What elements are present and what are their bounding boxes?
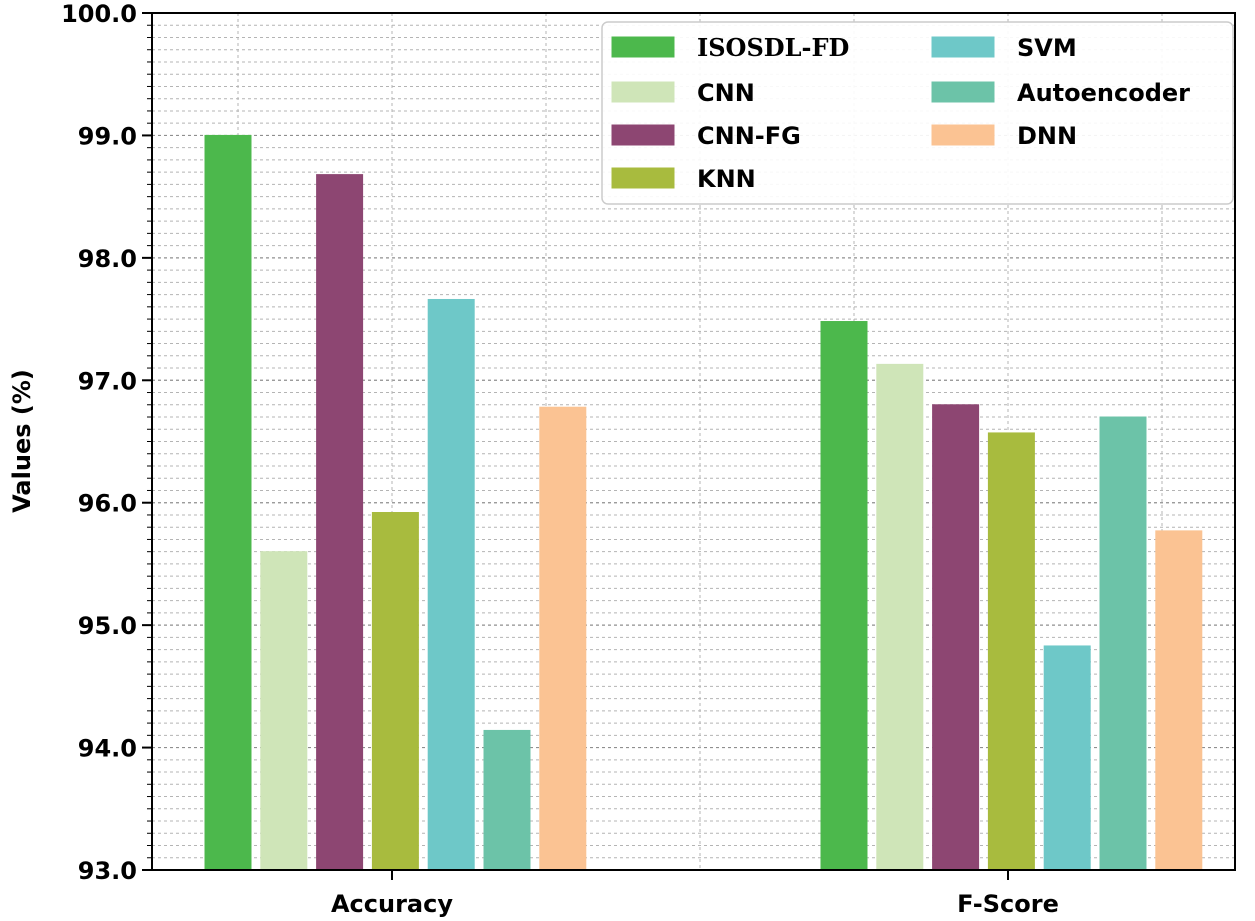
bar-autoencoder-accuracy [483,729,531,871]
bar-cnn-fg-accuracy [316,174,364,871]
y-tick-label: 98.0 [78,245,137,273]
bar-dnn-f-score [1155,530,1203,871]
bar-isosdl-fd-accuracy [204,134,252,871]
x-ticks: Accuracy F-Score [331,870,1059,918]
legend-label-svm: SVM [1017,34,1077,62]
bar-autoencoder-f-score [1099,416,1147,871]
bars [204,134,1203,871]
legend-patch-cnn [611,81,675,103]
bar-isosdl-fd-f-score [820,321,868,871]
y-tick-label: 99.0 [78,122,137,150]
bar-knn-f-score [987,432,1035,871]
x-tick-label-f-score: F-Score [957,890,1059,918]
legend-box [601,21,1234,205]
bar-svm-accuracy [427,298,475,871]
bar-knn-accuracy [371,512,419,871]
y-tick-label: 94.0 [78,735,137,763]
legend-patch-isosdl-fd [611,36,675,58]
bar-cnn-f-score [876,363,924,871]
bar-svm-f-score [1043,645,1091,871]
y-tick-label: 95.0 [78,612,137,640]
y-tick-label: 93.0 [78,857,137,885]
y-ticks: 93.0 94.0 95.0 96.0 97.0 98.0 99.0 100.0 [61,0,152,885]
bar-cnn-accuracy [260,551,308,871]
y-tick-label: 96.0 [78,490,137,518]
legend-label-cnn-fg: CNN-FG [697,122,801,150]
legend-patch-knn [611,167,675,189]
y-axis-title: Values (%) [8,369,36,513]
legend-patch-autoencoder [931,81,995,103]
legend-label-knn: KNN [697,165,756,193]
bar-cnn-fg-f-score [932,404,980,871]
x-tick-label-accuracy: Accuracy [331,890,453,918]
y-tick-label: 100.0 [61,0,137,28]
legend-patch-dnn [931,124,995,146]
legend-patch-cnn-fg [611,124,675,146]
legend: ISOSDL-FD CNN CNN-FG KNN SVM Autoencoder DNN [601,21,1234,205]
y-tick-label: 97.0 [78,367,137,395]
legend-label-cnn: CNN [697,79,755,107]
legend-label-isosdl-fd: ISOSDL-FD [697,33,849,62]
bar-dnn-accuracy [539,406,587,871]
legend-label-autoencoder: Autoencoder [1017,79,1190,107]
legend-label-dnn: DNN [1017,122,1077,150]
legend-patch-svm [931,36,995,58]
